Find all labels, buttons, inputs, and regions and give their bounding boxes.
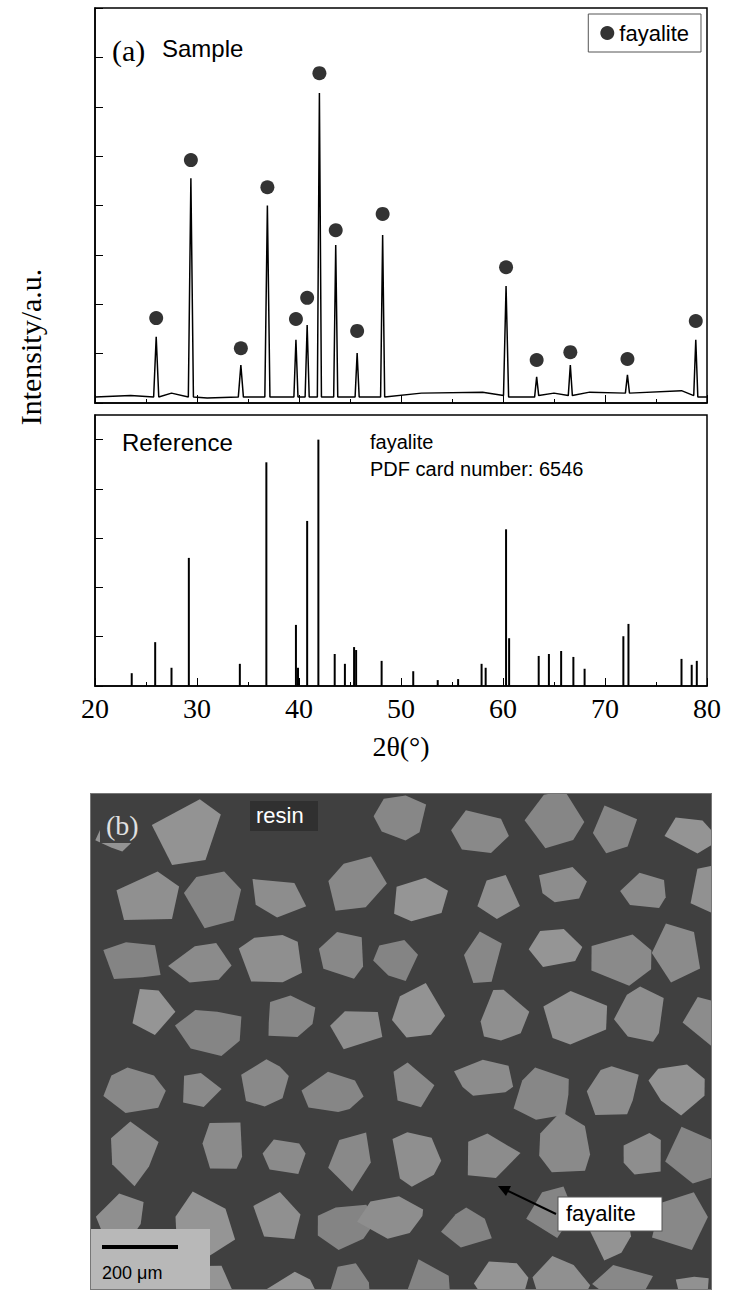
svg-text:resin: resin <box>256 803 304 828</box>
svg-text:20: 20 <box>81 693 109 724</box>
svg-text:2θ(°): 2θ(°) <box>372 731 429 762</box>
svg-text:40: 40 <box>285 693 313 724</box>
svg-text:(b): (b) <box>106 810 139 841</box>
svg-text:fayalite: fayalite <box>370 431 433 453</box>
svg-text:70: 70 <box>591 693 619 724</box>
svg-text:80: 80 <box>693 693 721 724</box>
svg-text:30: 30 <box>183 693 211 724</box>
svg-text:50: 50 <box>387 693 415 724</box>
svg-text:Reference: Reference <box>122 429 233 456</box>
svg-text:fayalite: fayalite <box>566 1201 636 1226</box>
svg-text:60: 60 <box>489 693 517 724</box>
svg-text:200 μm: 200 μm <box>102 1263 162 1283</box>
svg-text:Sample: Sample <box>162 35 243 62</box>
svg-text:(a): (a) <box>112 34 145 68</box>
svg-text:PDF card number: 6546: PDF card number: 6546 <box>370 458 583 480</box>
svg-text:fayalite: fayalite <box>619 21 689 46</box>
svg-text:Intensity/a.u.: Intensity/a.u. <box>14 269 47 426</box>
